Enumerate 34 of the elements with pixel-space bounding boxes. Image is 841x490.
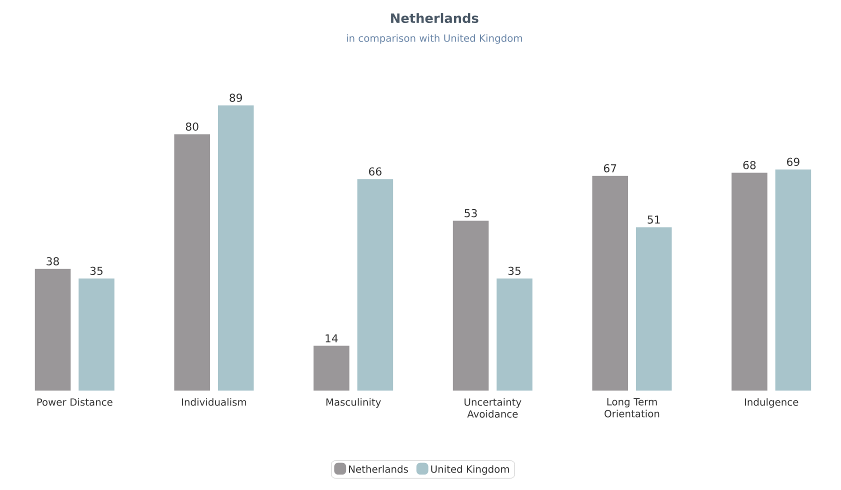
data-label: 38 (46, 257, 59, 266)
data-label: 14 (326, 334, 338, 342)
x-tick-label: Individualism (182, 398, 246, 406)
bar (592, 176, 628, 391)
x-tick-label: Uncertainty Avoidance (464, 398, 522, 418)
bar (174, 134, 210, 391)
data-label: 67 (604, 164, 616, 172)
chart-subtitle: in comparison with United Kingdom (346, 34, 522, 44)
data-label: 35 (90, 266, 102, 275)
data-label: 66 (369, 167, 382, 176)
legend-label: Netherlands (349, 465, 408, 473)
bar (357, 179, 394, 391)
data-label: 53 (464, 209, 477, 218)
bar (732, 172, 768, 391)
data-label: 89 (230, 94, 242, 102)
data-label: 35 (508, 266, 521, 275)
bar (452, 220, 489, 391)
x-tick-label: Power Distance (37, 398, 112, 406)
bar (636, 227, 672, 391)
data-label: 69 (787, 158, 800, 166)
x-tick-label: Indulgence (744, 398, 798, 408)
data-label: 51 (648, 216, 660, 224)
x-tick-label: Long Term Orientation (604, 398, 660, 418)
bar (496, 278, 532, 391)
chart-title: Netherlands (391, 13, 478, 24)
legend-label: United Kingdom (431, 465, 509, 475)
data-label: 68 (743, 160, 756, 170)
x-tick-label: Masculinity (326, 398, 381, 408)
bar (34, 268, 71, 391)
bar (78, 278, 114, 391)
bar (775, 169, 812, 391)
bar (314, 346, 350, 391)
bar (218, 105, 254, 391)
data-label: 80 (186, 122, 198, 131)
